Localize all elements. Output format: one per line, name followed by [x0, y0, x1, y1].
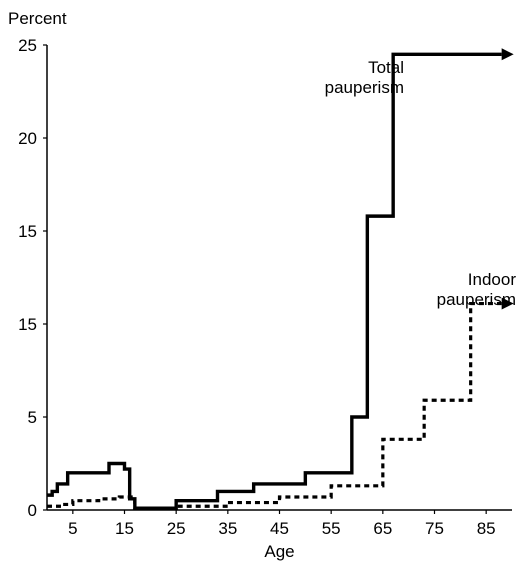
x-tick-label: 35	[218, 519, 237, 538]
total-pauperism-line	[47, 52, 502, 510]
x-tick-label: 65	[373, 519, 392, 538]
y-tick-label: 20	[18, 129, 37, 148]
x-tick-label: 25	[167, 519, 186, 538]
y-axis-title: Percent	[8, 9, 67, 28]
x-tick-label: 75	[425, 519, 444, 538]
x-axis-title: Age	[264, 542, 294, 561]
axes	[46, 45, 512, 511]
indoor-pauperism-label: Indoor	[468, 270, 517, 289]
x-tick-label: 85	[477, 519, 496, 538]
x-tick-label: 15	[115, 519, 134, 538]
indoor-arrowhead-icon	[501, 297, 514, 310]
y-tick-label: 5	[28, 408, 37, 427]
indoor-pauperism-label: pauperism	[437, 290, 516, 309]
y-tick-label: 0	[28, 501, 37, 520]
total-pauperism-label: pauperism	[325, 78, 404, 97]
x-ticks: 5 15 25 35 45 55 65 75 85	[68, 510, 496, 538]
total-pauperism-label: Total	[368, 58, 404, 77]
y-tick-label: 15	[18, 315, 37, 334]
y-ticks: 0 5 15 15 20 25	[18, 36, 47, 520]
total-arrowhead-icon	[501, 48, 514, 61]
series-layer	[47, 48, 514, 510]
y-tick-label: 15	[18, 222, 37, 241]
x-tick-label: 45	[270, 519, 289, 538]
x-tick-label: 5	[68, 519, 77, 538]
x-tick-label: 55	[322, 519, 341, 538]
y-tick-label: 25	[18, 36, 37, 55]
indoor-pauperism-line	[47, 301, 502, 510]
